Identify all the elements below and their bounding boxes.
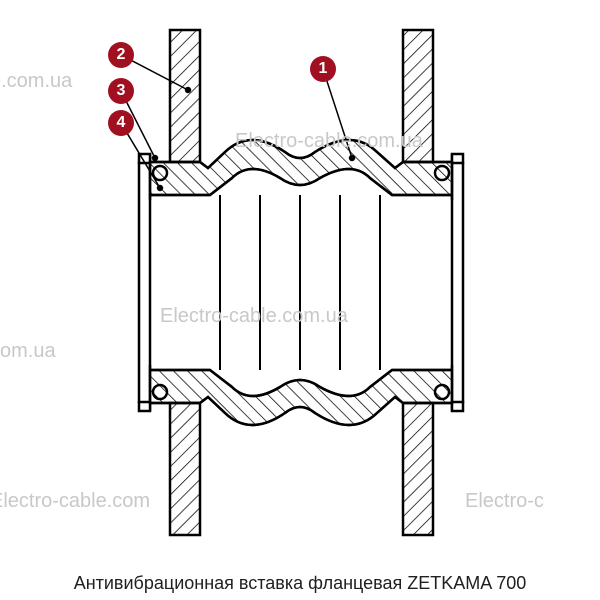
watermark-text: Electro-cable.com.ua [160, 305, 348, 328]
watermark-text: Electro-cable.com [0, 490, 150, 513]
watermark-text: Electro-c [465, 490, 544, 513]
diagram-canvas: 1 2 3 4 e.com.ua Electro-cable.com.ua Electro… [0, 0, 600, 600]
left-flange-bottom [170, 403, 200, 535]
callout-marker-2: 2 [108, 42, 134, 68]
watermark-text: com.ua [0, 340, 56, 363]
left-flange-top [170, 30, 200, 162]
callout-marker-4: 4 [108, 110, 134, 136]
callout-marker-1: 1 [310, 56, 336, 82]
watermark-text: Electro-cable.com.ua [235, 130, 423, 153]
callout-marker-3: 3 [108, 78, 134, 104]
right-flange-bottom [403, 403, 433, 535]
caption: Антивибрационная вставка фланцевая ZETKA… [0, 573, 600, 594]
watermark-text: e.com.ua [0, 70, 72, 93]
